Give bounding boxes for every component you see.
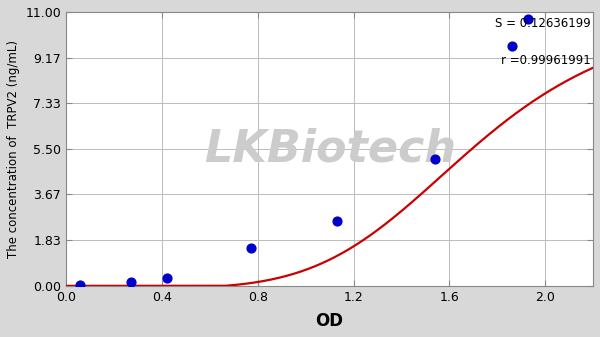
Point bbox=[430, 156, 440, 161]
Point bbox=[126, 280, 136, 285]
Point bbox=[507, 43, 517, 48]
Text: r =0.99961991: r =0.99961991 bbox=[501, 54, 591, 67]
Point bbox=[246, 245, 256, 251]
Point bbox=[162, 276, 172, 281]
Point bbox=[524, 17, 533, 22]
Y-axis label: The concentration of  TRPV2 (ng/mL): The concentration of TRPV2 (ng/mL) bbox=[7, 40, 20, 258]
Point bbox=[332, 218, 341, 224]
Text: S = 0.12636199: S = 0.12636199 bbox=[495, 17, 591, 30]
X-axis label: OD: OD bbox=[316, 312, 344, 330]
Point bbox=[76, 282, 85, 287]
Text: LKBiotech: LKBiotech bbox=[203, 127, 455, 171]
